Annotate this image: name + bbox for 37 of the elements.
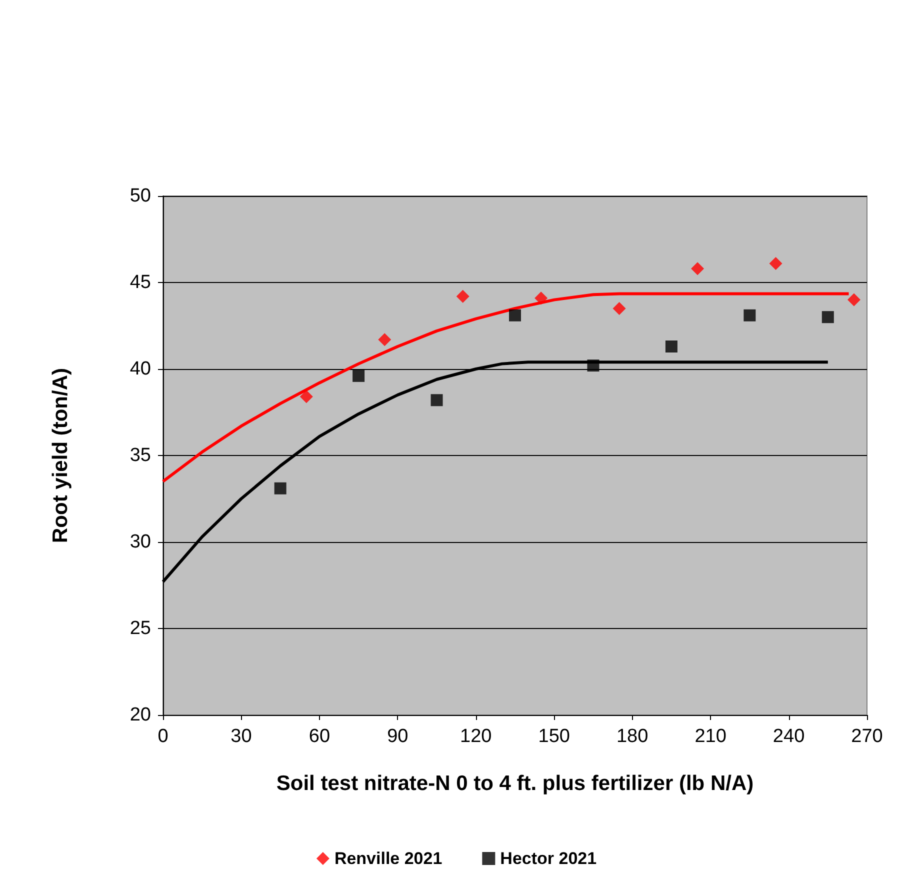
point (352, 370, 365, 382)
point (691, 262, 704, 276)
point (509, 309, 521, 322)
y-tick-label: 30 (130, 532, 151, 552)
x-axis-title: Soil test nitrate-N 0 to 4 ft. plus fertilizer (lb N/A) (276, 772, 754, 795)
x-tick-label: 30 (230, 726, 252, 747)
y-tick-label: 45 (130, 272, 151, 293)
point (378, 333, 392, 346)
point (587, 360, 600, 372)
x-tick-label: 270 (851, 726, 883, 747)
x-tick-label: 150 (538, 726, 570, 747)
y-tick-label: 40 (130, 358, 151, 380)
y-tick-label: 20 (130, 704, 151, 726)
x-tick-label: 90 (387, 726, 408, 747)
point (300, 390, 313, 404)
point (534, 292, 548, 305)
y-tick-label: 50 (130, 186, 151, 206)
point (665, 340, 678, 353)
point (274, 482, 286, 494)
point (769, 256, 782, 270)
point (430, 394, 443, 406)
x-tick-label: 210 (694, 726, 726, 747)
point (612, 302, 626, 315)
x-tick-label: 180 (616, 726, 648, 747)
point (822, 311, 834, 324)
x-tick-label: 240 (772, 726, 805, 747)
legend-label: Renville 2021 (334, 849, 442, 868)
point (744, 309, 756, 322)
x-tick-label: 0 (158, 726, 168, 747)
y-axis-title: Root yield (ton/A) (49, 368, 72, 543)
y-tick-label: 25 (130, 618, 151, 639)
point (847, 293, 860, 306)
x-tick-label: 120 (460, 726, 492, 747)
y-tick-label: 35 (130, 445, 151, 466)
legend-label: Hector 2021 (500, 849, 597, 868)
point (456, 290, 470, 303)
x-tick-label: 60 (308, 726, 330, 747)
